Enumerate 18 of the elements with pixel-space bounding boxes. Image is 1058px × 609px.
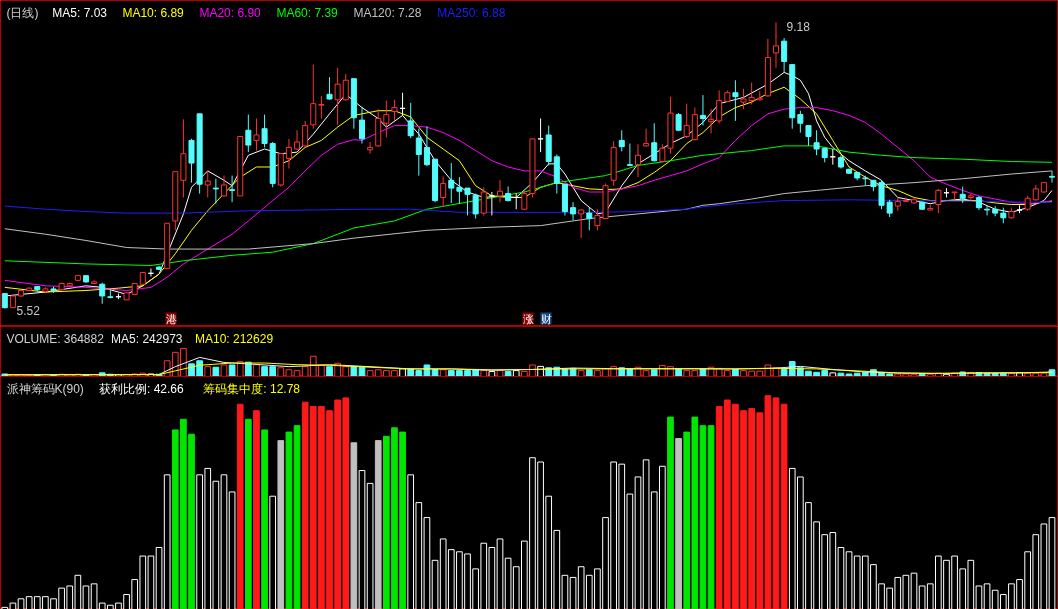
text: MA5: 7.03 <box>52 5 108 20</box>
chart-title: VOLUME: 364882 <box>6 331 105 346</box>
text: 筹码集中度: 12.78 <box>203 381 301 396</box>
text: 获利比例: 42.66 <box>99 381 185 396</box>
text: MA10: 6.89 <box>122 5 185 20</box>
chart-title: (日线) <box>6 5 39 20</box>
text: 港 <box>165 312 177 325</box>
series-label: MA10: 212629 <box>195 331 274 346</box>
chart-title: 派神筹码K(90) <box>6 381 84 396</box>
text: MA120: 7.28 <box>353 5 422 20</box>
annotation: 5.52 <box>16 304 41 318</box>
annotation: 9.18 <box>786 20 811 34</box>
text: MA250: 6.88 <box>437 5 506 20</box>
series-label: MA5: 242973 <box>111 331 183 346</box>
text: MA20: 6.90 <box>199 5 262 20</box>
text: MA60: 7.39 <box>276 5 339 20</box>
text: 财 <box>540 312 552 325</box>
text: 涨 <box>522 312 534 325</box>
